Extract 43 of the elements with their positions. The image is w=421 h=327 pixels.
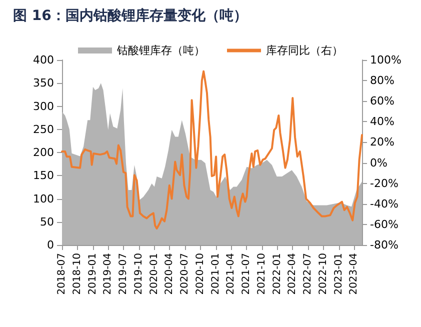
y2-tick-label: 60%: [370, 94, 394, 108]
y-tick-label: 400: [33, 54, 54, 66]
y-tick-label: 250: [33, 122, 54, 136]
y-tick-label: 300: [33, 100, 54, 113]
x-tick-label: 2020-10: [195, 253, 206, 295]
line-series: [61, 70, 363, 230]
y2-tick-label: 40%: [370, 115, 394, 128]
y2-tick-label: -80%: [370, 238, 398, 252]
y2-tick-label: 0%: [370, 156, 388, 170]
x-tick-label: 2023-01: [333, 253, 344, 295]
y2-tick-label: -20%: [370, 176, 398, 190]
x-tick-label: 2019-07: [118, 253, 129, 295]
x-tick-label: 2020-01: [148, 253, 160, 295]
chart-title: 图 16：国内钴酸锂库存量变化（吨）: [13, 7, 248, 24]
y-tick-label: 350: [33, 76, 54, 90]
x-tick-label: 2021-07: [241, 253, 252, 295]
y2-tick-label: 80%: [370, 74, 394, 88]
y2-tick-label: -60%: [370, 218, 398, 231]
x-tick-label: 2019-10: [133, 253, 144, 295]
x-tick-label: 2020-07: [180, 253, 191, 295]
y-tick-label: 200: [33, 146, 54, 159]
x-tick-label: 2020-04: [164, 253, 176, 295]
x-tick-label: 2022-04: [287, 253, 298, 295]
x-tick-label: 2021-01: [210, 253, 222, 295]
legend-label: 钴酸锂库存（吨）: [116, 44, 205, 57]
legend-label: 库存同比（右）: [266, 44, 343, 57]
x-tick-label: 2021-10: [256, 253, 268, 295]
y-tick-label: 100: [33, 192, 54, 206]
y2-tick-label: 20%: [370, 136, 394, 149]
x-tick-label: 2019-04: [102, 253, 114, 295]
x-tick-label: 2021-04: [226, 253, 237, 295]
x-tick-label: 2018-10: [72, 253, 83, 295]
y-tick-label: 150: [33, 169, 54, 182]
x-tick-label: 2018-07: [56, 253, 68, 295]
x-tick-label: 2023-04: [348, 253, 360, 295]
y2-tick-label: 100%: [370, 54, 402, 66]
x-tick-label: 2022-07: [302, 253, 314, 295]
y2-tick-label: -40%: [370, 197, 398, 210]
y-tick-label: 0: [47, 238, 54, 252]
x-tick-label: 2022-01: [272, 253, 283, 295]
y-tick-label: 50: [40, 215, 54, 228]
x-tick-label: 2022-10: [318, 253, 329, 295]
x-tick-label: 2019-01: [87, 253, 98, 295]
